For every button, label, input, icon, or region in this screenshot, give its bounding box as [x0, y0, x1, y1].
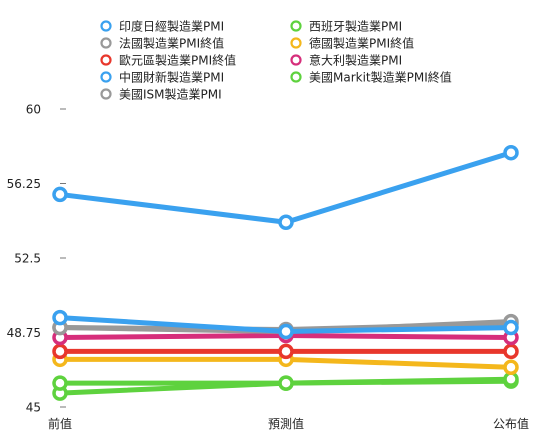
legend-marker — [100, 20, 112, 32]
series-lines — [52, 144, 519, 401]
data-point[interactable] — [278, 375, 294, 391]
x-tick-label: 前值 — [48, 416, 72, 431]
legend-item[interactable]: 法國製造業PMI終值 — [100, 36, 225, 51]
legend-marker — [290, 71, 302, 83]
legend-label: 德國製造業PMI終值 — [309, 36, 414, 51]
legend-marker — [100, 88, 112, 100]
legend-marker — [290, 54, 302, 66]
x-tick-label: 預測值 — [268, 416, 304, 431]
legend-marker — [100, 37, 112, 49]
y-tick-label: 56.25 — [7, 177, 41, 191]
data-point[interactable] — [278, 323, 294, 340]
legend-item[interactable]: 中國財新製造業PMI — [100, 70, 225, 85]
y-tick-label: 60 — [26, 103, 41, 117]
y-tick-label: 48.75 — [7, 326, 41, 340]
data-point[interactable] — [278, 343, 294, 360]
data-point[interactable] — [503, 144, 519, 161]
data-point[interactable] — [52, 375, 68, 391]
y-tick-label: 45 — [26, 401, 41, 415]
x-axis: 前值 預測值 公布值 — [48, 416, 529, 431]
legend-label: 歐元區製造業PMI終值 — [119, 53, 236, 68]
legend-item[interactable]: 歐元區製造業PMI終值 — [100, 53, 237, 68]
data-point[interactable] — [503, 343, 519, 360]
y-axis: 45 48.75 52.5 56.25 60 — [7, 103, 66, 415]
legend-label: 印度日經製造業PMI — [119, 19, 224, 34]
data-point[interactable] — [52, 186, 68, 203]
series-line — [52, 309, 519, 340]
legend-label: 意大利製造業PMI — [309, 53, 402, 68]
legend-label: 法國製造業PMI終值 — [119, 36, 224, 51]
data-point[interactable] — [503, 319, 519, 336]
series-line — [52, 351, 519, 376]
series-line — [52, 343, 519, 360]
data-point[interactable] — [52, 343, 68, 360]
legend-item[interactable]: 美國Markit製造業PMI終值 — [290, 70, 452, 85]
legend-marker — [100, 54, 112, 66]
series-line — [52, 144, 519, 230]
legend-label: 西班牙製造業PMI — [309, 20, 402, 34]
legend-label: 美國Markit製造業PMI終值 — [309, 70, 452, 85]
data-point[interactable] — [278, 214, 294, 230]
legend-item[interactable]: 西班牙製造業PMI — [290, 20, 403, 34]
legend-label: 美國ISM製造業PMI — [119, 88, 222, 102]
legend-label: 中國財新製造業PMI — [119, 70, 224, 85]
x-tick-label: 公布值 — [493, 416, 529, 431]
legend-item[interactable]: 德國製造業PMI終值 — [290, 36, 415, 51]
legend-item[interactable]: 美國ISM製造業PMI — [100, 88, 222, 102]
legend-item[interactable]: 印度日經製造業PMI — [100, 19, 225, 34]
legend-item[interactable]: 意大利製造業PMI — [290, 53, 403, 68]
legend-marker — [100, 71, 112, 83]
data-point[interactable] — [503, 359, 519, 376]
legend-marker — [290, 37, 302, 49]
y-tick-label: 52.5 — [14, 252, 41, 266]
legend-marker — [290, 20, 302, 32]
data-point[interactable] — [52, 309, 68, 326]
series-path — [57, 150, 514, 225]
series-line — [52, 371, 519, 391]
legend: 印度日經製造業PMI 法國製造業PMI終值歐元區製造業PMI終值中國財新製造業PM… — [100, 19, 452, 102]
